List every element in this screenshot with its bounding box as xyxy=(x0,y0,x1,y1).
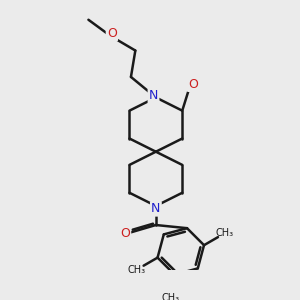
Text: O: O xyxy=(188,78,198,91)
Text: CH₃: CH₃ xyxy=(128,265,146,275)
Text: N: N xyxy=(149,89,158,103)
Text: O: O xyxy=(107,27,117,40)
Text: N: N xyxy=(151,202,160,215)
Text: CH₃: CH₃ xyxy=(161,293,179,300)
Text: O: O xyxy=(120,227,130,240)
Text: CH₃: CH₃ xyxy=(216,228,234,238)
